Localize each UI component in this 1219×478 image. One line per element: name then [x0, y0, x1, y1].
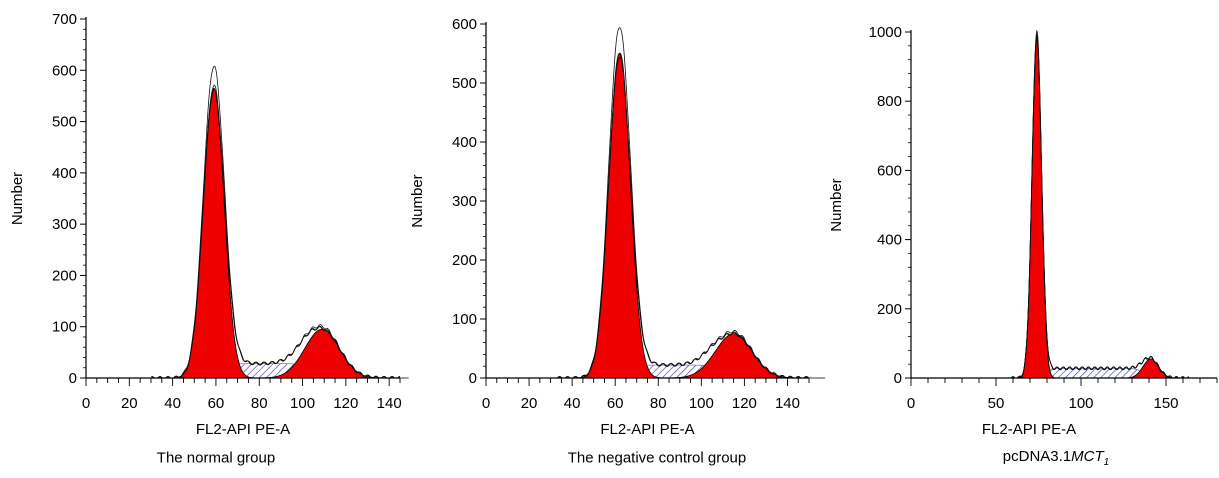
y-tick-label: 300	[452, 193, 477, 210]
y-tick-label: 600	[877, 162, 902, 179]
envelope-line-3	[1007, 29, 1190, 379]
x-tick-label: 140	[377, 395, 402, 412]
y-tick-label: 0	[69, 370, 77, 387]
x-axis-label: FL2-API PE-A	[600, 421, 694, 438]
y-tick-label: 200	[877, 301, 902, 318]
chart-panel-2: 0 100 200 300 400 500 600 0 20 40 60 80 100 120 140 FL2…	[409, 16, 826, 438]
y-tick-label: 300	[52, 216, 77, 233]
x-tick-label: 60	[607, 395, 624, 412]
x-tick-label: 40	[164, 395, 181, 412]
y-axis-label: Number	[9, 172, 26, 225]
x-tick-label: 100	[689, 395, 714, 412]
y-tick-label: 100	[52, 319, 77, 336]
x-tick-label: 150	[1153, 395, 1178, 412]
x-axis-label: FL2-API PE-A	[196, 421, 290, 438]
y-tick-label: 100	[452, 311, 477, 328]
y-tick-label: 600	[452, 16, 477, 33]
y-tick-label: 1000	[869, 24, 902, 41]
y-tick-label: 800	[877, 93, 902, 110]
envelope-line-3	[151, 65, 401, 379]
x-tick-label: 20	[521, 395, 538, 412]
x-tick-label: 50	[988, 395, 1005, 412]
chart-panel-3: 0 200 400 600 800 1000 0 50 100 150 FL2-API PE-A Nu…	[828, 24, 1218, 438]
peak-g1	[565, 52, 674, 379]
peak-g1	[1013, 36, 1061, 379]
y-tick-label: 0	[469, 370, 477, 387]
y-tick-label: 600	[52, 62, 77, 79]
y-tick-label: 700	[52, 11, 77, 28]
y-tick-label: 400	[452, 134, 477, 151]
y-axis-label: Number	[828, 178, 845, 231]
envelope-line-3	[554, 27, 810, 379]
envelope-line-1	[151, 84, 401, 379]
x-tick-label: 0	[907, 395, 915, 412]
x-tick-label: 80	[251, 395, 268, 412]
y-tick-label: 200	[52, 267, 77, 284]
caption-normal-group: The normal group	[156, 449, 276, 467]
caption-negative-control-group: The negative control group	[567, 449, 747, 467]
y-tick-label: 400	[52, 165, 77, 182]
y-tick-label: 500	[52, 114, 77, 131]
y-axis-label: Number	[409, 174, 426, 227]
y-tick-label: 200	[452, 252, 477, 269]
envelope-line-2	[151, 88, 401, 379]
y-tick-label: 0	[894, 370, 902, 387]
y-tick-label: 500	[452, 75, 477, 92]
x-tick-label: 60	[208, 395, 225, 412]
x-tick-label: 80	[650, 395, 667, 412]
chart-panel-1: 0 100 200 300 400 500 600 700 0 20 40 60 80 100 120 140…	[9, 11, 409, 438]
x-tick-label: 40	[564, 395, 581, 412]
x-tick-label: 0	[82, 395, 90, 412]
x-tick-label: 140	[775, 395, 800, 412]
y-tick-label: 400	[877, 232, 902, 249]
x-tick-label: 100	[1068, 395, 1093, 412]
envelope-line-1	[554, 52, 809, 379]
x-tick-label: 20	[121, 395, 138, 412]
x-tick-label: 0	[482, 395, 490, 412]
x-axis-label: FL2-API PE-A	[982, 421, 1076, 438]
x-tick-label: 120	[732, 395, 757, 412]
peak-g1	[161, 87, 266, 379]
envelope-line-2	[554, 57, 809, 379]
x-tick-label: 100	[290, 395, 315, 412]
x-tick-label: 120	[333, 395, 358, 412]
caption-pcdna-mct1: pcDNA3.1MCT1	[1002, 448, 1110, 468]
